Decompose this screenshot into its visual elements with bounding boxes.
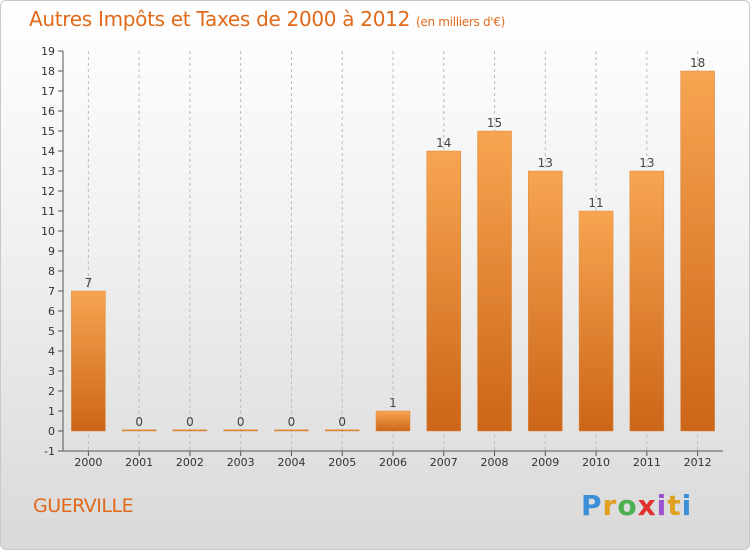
bar-2006 xyxy=(375,410,411,432)
logo-letter: o xyxy=(617,489,638,522)
x-tick-label: 2000 xyxy=(74,456,102,469)
y-tick-label: 0 xyxy=(48,425,55,438)
x-tick-label: 2007 xyxy=(430,456,458,469)
bar-2012 xyxy=(680,70,715,432)
bar-value-label: 0 xyxy=(338,415,346,429)
bar-value-label: 0 xyxy=(186,415,194,429)
y-tick-label: 7 xyxy=(48,285,55,298)
chart-title-unit: (en milliers d'€) xyxy=(416,15,506,29)
y-tick-label: 1 xyxy=(48,405,55,418)
y-tick-label: 14 xyxy=(41,145,55,158)
bar-2010 xyxy=(578,210,614,432)
bar-value-label: 15 xyxy=(487,116,502,130)
x-tick-label: 2012 xyxy=(684,456,712,469)
chart-title: Autres Impôts et Taxes de 2000 à 2012 (en… xyxy=(29,7,505,31)
bars xyxy=(71,70,715,432)
x-tick-label: 2005 xyxy=(328,456,356,469)
y-tick-label: 13 xyxy=(41,165,55,178)
bar-2004 xyxy=(274,429,309,432)
bar-2009 xyxy=(528,170,563,432)
x-tick-label: 2009 xyxy=(531,456,559,469)
chart-title-text: Autres Impôts et Taxes de 2000 à 2012 xyxy=(29,7,410,31)
bar-value-label: 0 xyxy=(135,415,143,429)
y-tick-label: 5 xyxy=(48,325,55,338)
bar-2011 xyxy=(629,170,665,432)
axes xyxy=(58,50,723,456)
bar-2001 xyxy=(121,429,157,432)
logo-letter: x xyxy=(637,489,657,522)
labels: -101234567891011121314151617181920007200… xyxy=(41,45,712,469)
bar-2005 xyxy=(324,429,360,432)
bar-value-label: 13 xyxy=(538,156,553,170)
proxiti-logo: Proxiti xyxy=(581,489,692,522)
bar-value-label: 0 xyxy=(237,415,245,429)
x-tick-label: 2002 xyxy=(176,456,204,469)
y-tick-label: 18 xyxy=(41,65,55,78)
y-tick-label: 3 xyxy=(48,365,55,378)
bar-value-label: 11 xyxy=(588,196,603,210)
bar-value-label: 0 xyxy=(288,415,296,429)
bar-value-label: 14 xyxy=(436,136,451,150)
x-tick-label: 2010 xyxy=(582,456,610,469)
y-tick-label: 9 xyxy=(48,245,55,258)
x-tick-label: 2008 xyxy=(481,456,509,469)
logo-letter: P xyxy=(581,489,603,522)
bar-2008 xyxy=(477,130,512,432)
y-tick-label: 4 xyxy=(48,345,55,358)
y-tick-label: 16 xyxy=(41,105,55,118)
logo-letter: i xyxy=(681,489,693,522)
x-tick-label: 2011 xyxy=(633,456,661,469)
logo-letter: i xyxy=(656,489,668,522)
y-tick-label: 19 xyxy=(41,45,55,58)
bar-2000 xyxy=(71,290,106,432)
commune-name: GUERVILLE xyxy=(33,495,134,517)
logo-letter: r xyxy=(602,489,618,522)
y-tick-label: 10 xyxy=(41,225,55,238)
x-tick-label: 2004 xyxy=(277,456,305,469)
y-tick-label: 11 xyxy=(41,205,55,218)
y-tick-label: 2 xyxy=(48,385,55,398)
bar-2003 xyxy=(223,429,258,432)
x-tick-label: 2001 xyxy=(125,456,153,469)
bar-value-label: 18 xyxy=(690,56,705,70)
logo-letter: t xyxy=(667,489,682,522)
x-tick-label: 2006 xyxy=(379,456,407,469)
y-tick-label: 15 xyxy=(41,125,55,138)
bar-2002 xyxy=(172,429,208,432)
y-tick-label: 17 xyxy=(41,85,55,98)
y-tick-label: 6 xyxy=(48,305,55,318)
y-tick-label: -1 xyxy=(44,445,55,458)
y-tick-label: 12 xyxy=(41,185,55,198)
bar-value-label: 1 xyxy=(389,396,397,410)
x-tick-label: 2003 xyxy=(227,456,255,469)
bar-value-label: 13 xyxy=(639,156,654,170)
bar-value-label: 7 xyxy=(85,276,93,290)
bar-2007 xyxy=(426,150,462,432)
y-tick-label: 8 xyxy=(48,265,55,278)
